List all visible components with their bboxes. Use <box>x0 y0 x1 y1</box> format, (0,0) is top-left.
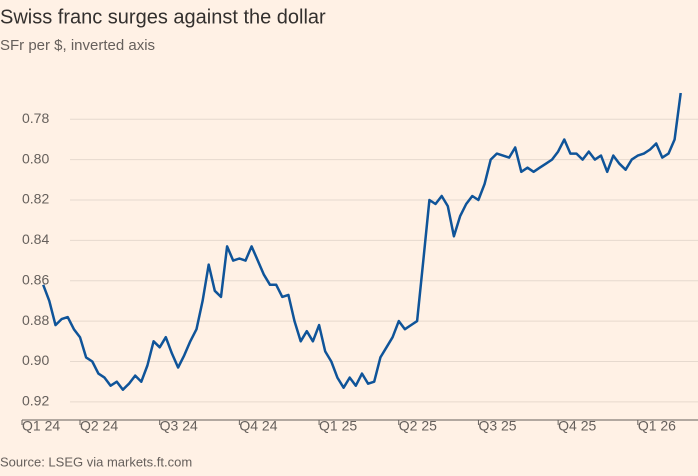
y-tick-label: 0.92 <box>22 393 49 409</box>
y-tick-label: 0.82 <box>22 191 49 207</box>
x-tick-label: Q1 26 <box>638 418 676 434</box>
y-tick-label: 0.86 <box>22 271 49 287</box>
x-tick-label: Q4 24 <box>239 418 277 434</box>
x-tick-label: Q2 25 <box>399 418 437 434</box>
x-tick-label: Q3 25 <box>478 418 516 434</box>
y-tick-label: 0.90 <box>22 352 49 368</box>
x-tick-label: Q2 24 <box>80 418 118 434</box>
source: Source: LSEG via markets.ft.com <box>0 454 192 469</box>
line <box>42 92 682 391</box>
y-tick-label: 0.84 <box>22 231 49 247</box>
chart-title: Swiss franc surges against the dollar <box>0 6 326 28</box>
y-tick-label: 0.88 <box>22 312 49 328</box>
x-tick-label: Q1 24 <box>22 418 60 434</box>
y-tick-label: 0.78 <box>22 110 49 126</box>
x-tick-label: Q4 25 <box>558 418 596 434</box>
y-tick-label: 0.80 <box>22 150 49 166</box>
chart-subtitle: SFr per $, inverted axis <box>0 37 155 54</box>
x-tick-label: Q3 24 <box>160 418 198 434</box>
x-tick-label: Q1 25 <box>319 418 357 434</box>
